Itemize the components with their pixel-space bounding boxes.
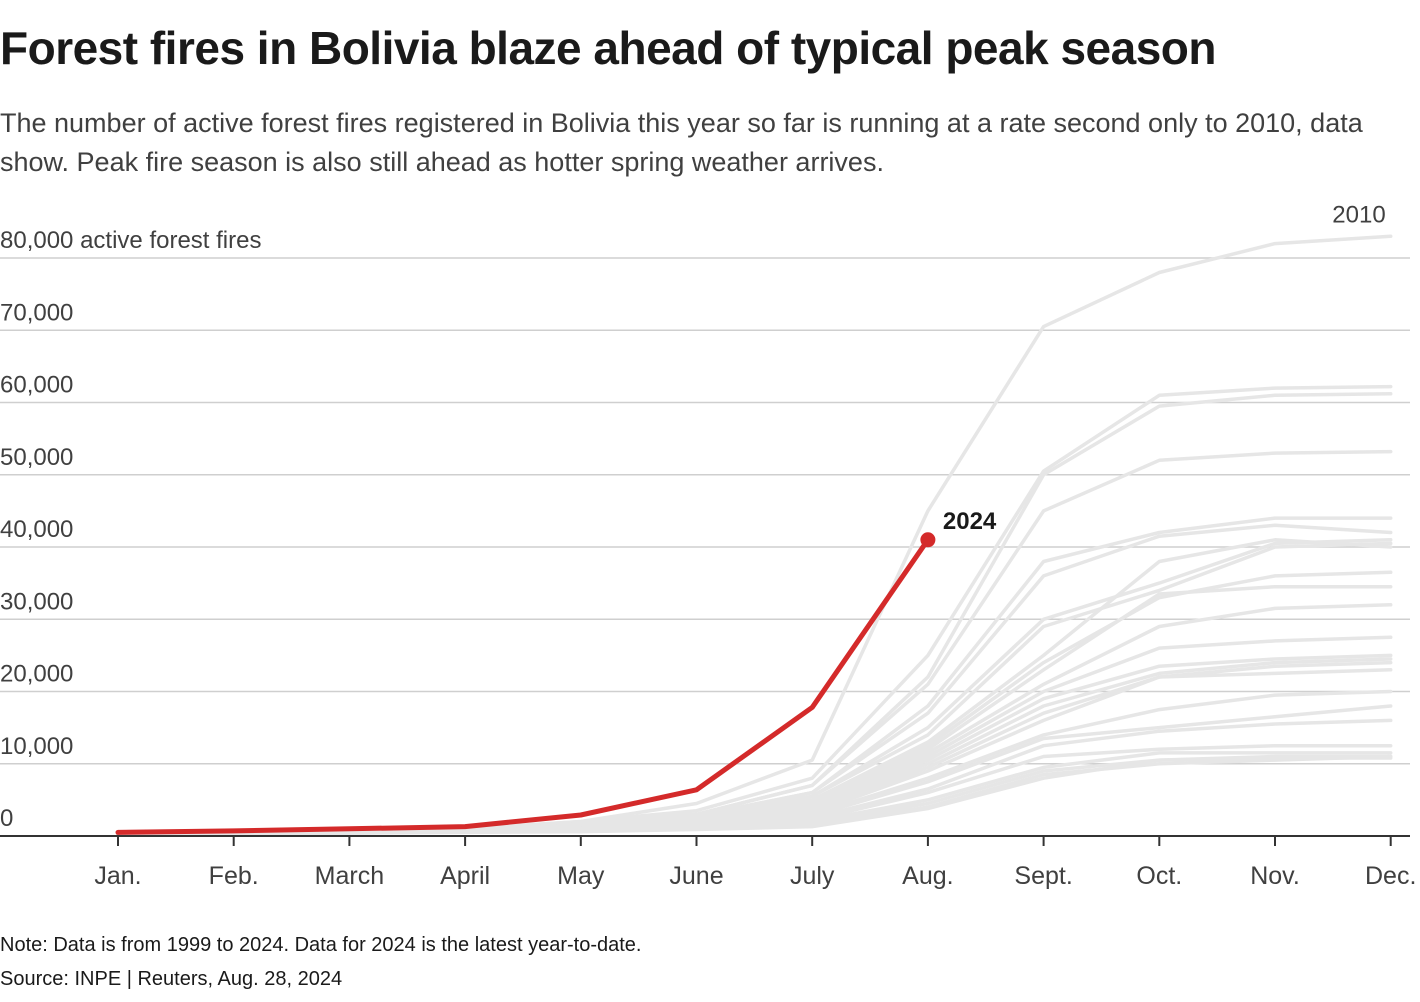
x-axis-ticks: Jan. Feb. March April May June July Aug. Sept. Oc… xyxy=(94,836,1416,890)
y-tick-label: 30,000 xyxy=(0,588,73,615)
highlight-series-line xyxy=(115,537,931,835)
x-tick-label: Nov. xyxy=(1250,862,1300,890)
series-label-2010: 2010 xyxy=(1332,201,1385,228)
x-tick-label: May xyxy=(557,862,605,890)
x-tick-label: Aug. xyxy=(902,862,953,890)
background-series-line xyxy=(116,538,1393,836)
background-series-line xyxy=(116,584,1393,836)
background-series-line xyxy=(116,523,1393,836)
background-series-line xyxy=(116,756,1393,837)
chart-note: Note: Data is from 1999 to 2024. Data fo… xyxy=(0,934,642,956)
x-tick-label: July xyxy=(790,862,835,890)
background-series-line xyxy=(116,449,1393,836)
y-axis-ticks: 0 10,000 20,000 30,000 40,000 50,000 60,000 70,… xyxy=(0,227,261,832)
background-series-lines: 2010 xyxy=(116,201,1393,837)
background-series-line xyxy=(116,392,1393,836)
line-chart: 0 10,000 20,000 30,000 40,000 50,000 60,000 70,… xyxy=(0,201,1416,890)
chart-source: Source: INPE | Reuters, Aug. 28, 2024 xyxy=(0,968,343,990)
y-tick-label: 10,000 xyxy=(0,733,73,760)
y-tick-label: 70,000 xyxy=(0,299,73,326)
background-series-line xyxy=(116,234,1393,836)
x-tick-label: April xyxy=(440,862,490,890)
y-tick-label: 60,000 xyxy=(0,372,73,399)
y-tick-label: 20,000 xyxy=(0,661,73,688)
chart-title: Forest fires in Bolivia blaze ahead of t… xyxy=(0,22,1217,74)
gridlines xyxy=(0,257,1410,765)
x-tick-label: March xyxy=(315,862,384,890)
background-series-line xyxy=(116,538,1393,836)
x-tick-label: June xyxy=(669,862,723,890)
y-tick-label: 40,000 xyxy=(0,516,73,543)
x-tick-label: Sept. xyxy=(1014,862,1072,890)
highlight-series-endpoint xyxy=(920,532,936,548)
chart-subtitle: The number of active forest fires regist… xyxy=(0,108,1363,177)
x-tick-label: Jan. xyxy=(94,862,141,890)
y-tick-label: 80,000 active forest fires xyxy=(0,227,261,254)
x-tick-label: Feb. xyxy=(209,862,259,890)
y-tick-label: 0 xyxy=(0,805,13,832)
x-tick-label: Oct. xyxy=(1136,862,1182,890)
highlight-series-label: 2024 xyxy=(943,508,997,535)
background-series-line xyxy=(116,541,1393,836)
x-tick-label: Dec. xyxy=(1365,862,1416,890)
background-series-line xyxy=(116,384,1393,836)
highlight-series: 2024 xyxy=(115,508,997,835)
y-tick-label: 50,000 xyxy=(0,444,73,471)
